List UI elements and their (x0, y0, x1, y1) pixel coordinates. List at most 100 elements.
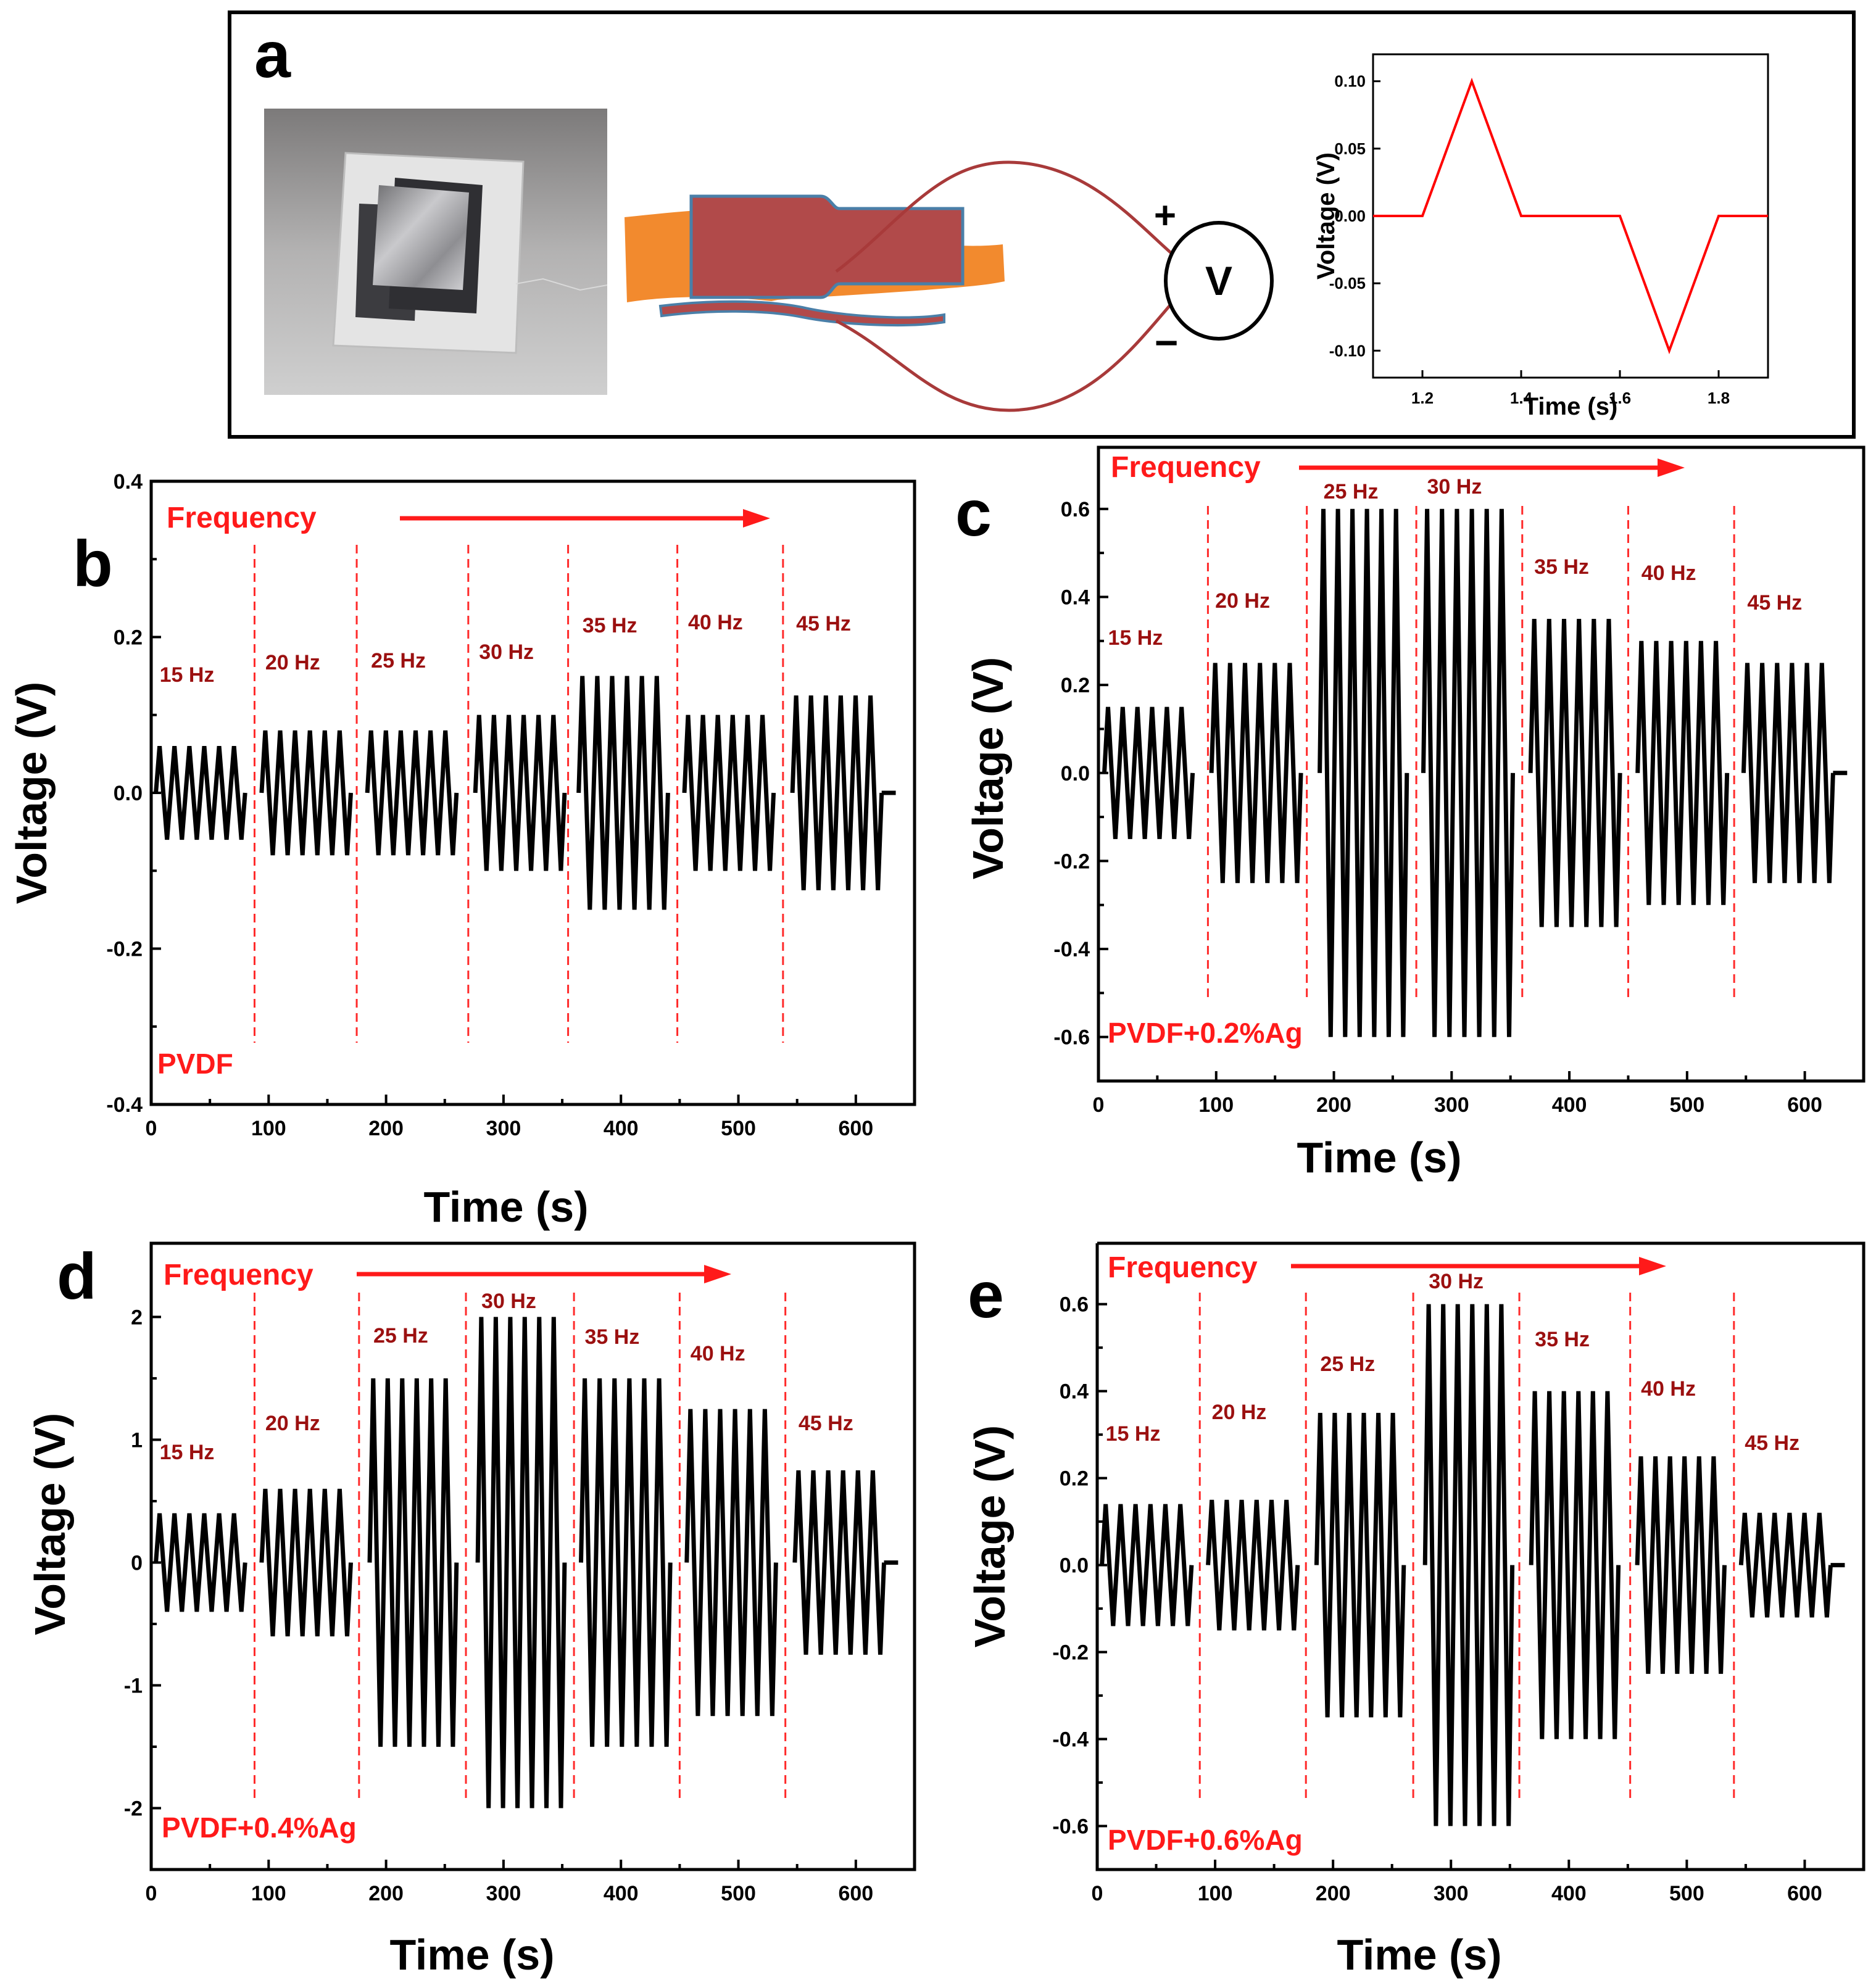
voltage-trace-segment (259, 1488, 353, 1637)
xtick-label: 600 (1787, 1882, 1822, 1905)
frequency-arrow-head (1658, 458, 1685, 477)
frequency-segment-label: 35 Hz (585, 1325, 640, 1349)
voltage-trace-segment (154, 1513, 247, 1612)
panel-e: 0 100 200 300 400 500 600 0.6 0.4 0.2 0.0 -0.2 -0.4 -… (966, 1241, 1866, 1979)
frequency-segment-label: 45 Hz (1747, 591, 1802, 615)
voltmeter: V + − (1154, 194, 1274, 365)
ytick-label: -0.2 (106, 938, 143, 961)
frequency-segment-label: 15 Hz (160, 1441, 215, 1464)
inset-ytick-label: -0.10 (1329, 341, 1366, 360)
frequency-segment-label: 30 Hz (1429, 1270, 1484, 1293)
y-axis-label: Voltage (V) (26, 1413, 74, 1635)
ytick-label: -0.2 (1052, 1641, 1089, 1665)
voltage-trace-segment (1738, 1512, 1833, 1618)
ytick-label: 1 (131, 1428, 143, 1452)
frequency-segment-label: 15 Hz (1106, 1422, 1161, 1446)
wire-negative (835, 301, 1174, 412)
voltage-trace-segment (1421, 508, 1515, 1037)
frequency-segment-label: 35 Hz (1535, 1328, 1590, 1351)
ytick-label: 0.4 (114, 470, 143, 494)
xtick-label: 300 (486, 1117, 521, 1140)
plot-frame (149, 1241, 916, 1871)
frequency-arrow-head (1639, 1257, 1666, 1275)
inset-voltage-line (1373, 77, 1768, 355)
inset-xtick-label: 1.6 (1609, 389, 1631, 407)
frequency-segment-label: 20 Hz (265, 1412, 320, 1435)
ytick-label: -1 (124, 1674, 143, 1697)
xtick-label: 400 (604, 1882, 639, 1905)
frequency-segment-label: 20 Hz (1212, 1401, 1267, 1424)
y-axis-label: Voltage (V) (7, 682, 56, 904)
voltage-trace-segment (790, 695, 884, 890)
xtick-label: 500 (721, 1117, 756, 1140)
frequency-segment-label: 15 Hz (1108, 626, 1163, 650)
ytick-label: 0.0 (114, 782, 143, 805)
voltage-trace-segment (1209, 663, 1303, 884)
xtick-label: 500 (1669, 1882, 1704, 1905)
ytick-label: -0.4 (1053, 938, 1090, 961)
frequency-segment-label: 35 Hz (1534, 555, 1589, 579)
voltage-trace-segment (473, 714, 567, 871)
voltage-trace-segment (576, 676, 670, 910)
x-axis-label: Time (s) (423, 1183, 588, 1231)
frequency-segment-label: 30 Hz (481, 1290, 536, 1313)
xtick-label: 0 (146, 1117, 157, 1140)
inset-xtick-label: 1.2 (1411, 389, 1434, 407)
xtick-label: 300 (1434, 1093, 1469, 1117)
panel-a-letter: a (254, 19, 291, 91)
xtick-label: 0 (146, 1882, 157, 1905)
frequency-segment-label: 45 Hz (796, 612, 851, 636)
ytick-label: 0.0 (1061, 762, 1090, 785)
frequency-segment-label: 20 Hz (1215, 589, 1270, 613)
xtick-label: 600 (1787, 1093, 1822, 1117)
ytick-label: 2 (131, 1306, 143, 1329)
ytick-label: -0.6 (1052, 1815, 1089, 1839)
film-schematic (625, 194, 1005, 327)
panel-c: 0 100 200 300 400 500 600 0.6 0.4 0.2 0.0 -0.2 -0.4 -… (964, 445, 1866, 1182)
xtick-label: 200 (368, 1117, 404, 1140)
inset-xtick-label: 1.8 (1708, 389, 1730, 407)
frequency-segment-label: 15 Hz (160, 663, 215, 687)
ytick-label: -0.4 (106, 1093, 143, 1117)
voltage-trace-segment (684, 1409, 778, 1717)
ytick-label: 0.2 (1060, 1467, 1089, 1491)
inset-ytick-label: 0.05 (1334, 139, 1366, 158)
x-axis-label: Time (s) (1337, 1931, 1501, 1979)
voltage-trace-segment (1741, 663, 1835, 884)
voltage-trace-segment (1100, 1504, 1194, 1626)
xtick-label: 100 (251, 1882, 286, 1905)
ytick-label: 0.4 (1061, 586, 1090, 609)
frequency-segment-label: 40 Hz (1642, 561, 1696, 585)
frequency-segment-label: 20 Hz (265, 651, 320, 674)
x-axis-label: Time (s) (1297, 1133, 1461, 1182)
frequency-segment-label: 35 Hz (583, 614, 637, 637)
xtick-label: 400 (1552, 1093, 1587, 1117)
voltage-trace-segment (475, 1317, 567, 1808)
voltage-trace-segment (365, 730, 459, 856)
inset-ytick-label: -0.05 (1329, 274, 1366, 292)
panel-d-letter: d (57, 1240, 97, 1313)
wire-positive (835, 160, 1174, 273)
plot-frame (1097, 445, 1866, 1083)
xtick-label: 100 (251, 1117, 286, 1140)
panel-b: 0 100 200 300 400 500 600 0.4 0.2 0.0 -0.2 -0.4 Time… (7, 470, 916, 1231)
ytick-label: -0.6 (1053, 1026, 1090, 1050)
frequency-segment-label: 25 Hz (371, 649, 426, 673)
ytick-label: 0.6 (1061, 498, 1090, 521)
frequency-segment-label: 25 Hz (1324, 480, 1379, 503)
ytick-label: -0.2 (1053, 850, 1090, 873)
voltage-trace-segment (792, 1470, 886, 1655)
plus-sign: + (1154, 194, 1176, 237)
voltmeter-label: V (1205, 258, 1232, 304)
voltage-trace-segment (682, 714, 776, 871)
voltage-trace-segment (1206, 1499, 1300, 1631)
sample-label: PVDF (157, 1048, 233, 1080)
voltage-trace-segment (579, 1378, 673, 1747)
frequency-segment-label: 30 Hz (479, 640, 534, 664)
panel-e-letter: e (968, 1259, 1004, 1332)
voltage-trace-segment (1635, 1456, 1727, 1674)
inset-ytick-label: 0.00 (1334, 207, 1366, 225)
xtick-label: 500 (1669, 1093, 1704, 1117)
voltage-trace-segment (1422, 1304, 1515, 1826)
